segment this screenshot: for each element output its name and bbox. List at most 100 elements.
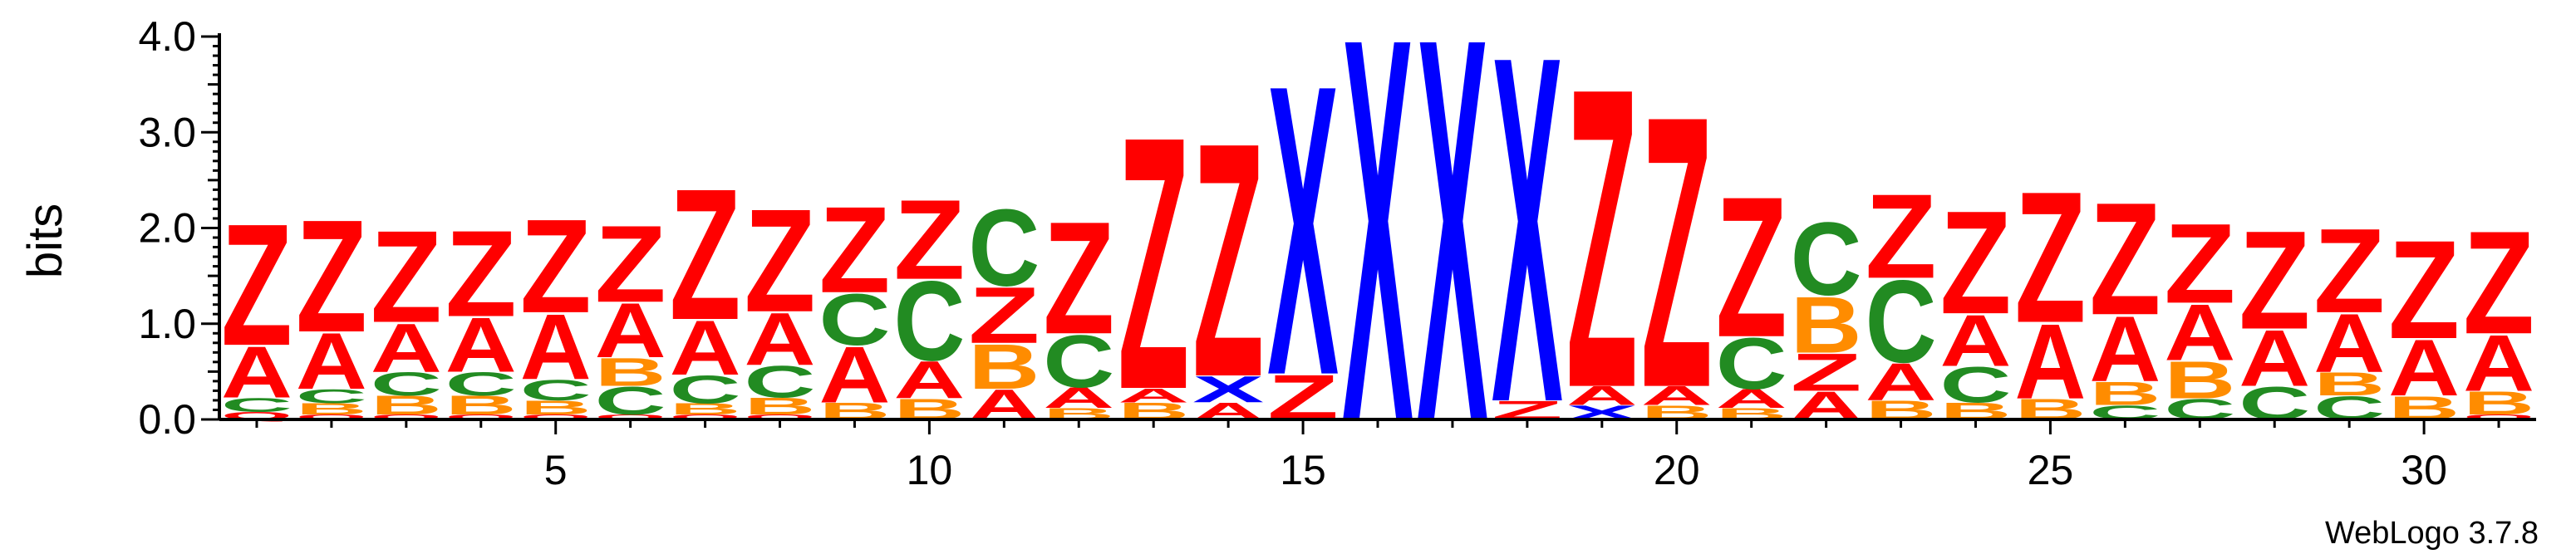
logo-letter: C [296,385,367,408]
logo-letter: B [1791,280,1862,370]
logo-letter: C [1043,320,1114,404]
logo-letter: A [2014,302,2086,421]
logo-letter: Q [670,414,741,421]
logo-letter: A [445,302,517,389]
logo-letter: A [1716,384,1787,414]
logo-letter: Q [595,414,666,421]
logo-letter: A [2089,297,2161,401]
logo-letter: B [2164,351,2235,410]
logo-letter: A [520,294,592,399]
logo-letter: Z [670,150,741,359]
logo-letter: C [968,186,1040,309]
logo-letter: C [1940,356,2012,414]
logo-letter: X [1342,0,1414,536]
logo-letter: Q [2463,414,2534,421]
logo-letter: A [2164,287,2235,377]
logo-letter: C [893,258,965,385]
logo-letter: Z [1043,188,1114,367]
logo-letter: C [670,367,741,412]
logo-letter: B [371,390,442,420]
logo-letter: X [1267,0,1340,462]
x-tick-label: 30 [2401,447,2447,493]
logo-letter: Z [893,176,965,303]
logo-letter: Z [2313,204,2385,338]
x-tick-label: 20 [1654,447,1700,493]
logo-letter: A [893,351,965,410]
logo-letters: QCAZQBCAZQBCAZQBCAZQBCAZQCBAZQBCAZQBCAZB… [221,0,2534,536]
x-axis: 5 10 15 20 25 30 [219,418,2536,493]
logo-letter: Z [745,178,816,342]
logo-letter: A [1118,385,1189,407]
x-tick-label: 25 [2028,447,2074,493]
logo-letter: A [221,331,293,414]
logo-letter: Z [1566,0,1638,478]
logo-letter: A [2239,313,2310,403]
logo-letter: X [1192,369,1264,410]
logo-letter: B [2089,375,2161,412]
logo-letter: C [595,379,666,424]
logo-letter: A [819,330,890,419]
logo-letter: C [1716,323,1787,405]
logo-letter: A [1866,352,1937,412]
logo-letter: B [595,351,666,395]
logo-letter: Z [1192,73,1264,447]
logo-letter: Z [520,192,592,341]
x-tick-label: 10 [907,447,953,493]
logo-letter: Z [296,186,367,365]
logo-letter: C [371,365,442,403]
logo-letter: A [2313,297,2385,390]
logo-letter: C [520,374,592,407]
y-tick-label: 4.0 [138,13,196,60]
logo-letter: Z [819,180,890,318]
logo-letter: B [670,400,741,419]
logo-letter: A [1043,381,1114,414]
logo-letter: Z [2463,200,2534,365]
y-tick-label: 2.0 [138,205,196,252]
x-tick-label: 5 [544,447,568,493]
logo-letter: A [1641,381,1713,411]
y-tick-label: 1.0 [138,301,196,347]
logo-letter: Q [520,414,592,421]
logo-letter: Z [2239,201,2310,358]
logo-letter: B [445,390,517,420]
y-axis-label: bits [18,203,72,278]
logo-letter: A [296,316,367,406]
logo-letter: Z [968,271,1040,360]
x-tick-label: 15 [1280,447,1326,493]
logo-letter: Q [296,414,367,421]
logo-letter: A [1566,381,1638,411]
logo-letter: Z [221,188,293,382]
logo-letter: Z [1940,180,2012,345]
logo-letter: C [745,356,816,407]
logo-letter: B [296,400,367,419]
logo-letter: Z [371,203,442,350]
logo-letter: B [2463,385,2534,422]
logo-letter: Z [1118,62,1189,464]
logo-letter: Z [2164,200,2235,327]
logo-letter: Q [745,414,816,421]
logo-letter: C [819,279,890,361]
y-axis: 0.0 1.0 2.0 3.0 4.0 [138,13,221,443]
y-tick-label: 0.0 [138,396,196,443]
logo-letter: Q [445,414,517,421]
logo-letter: Z [1866,170,1937,304]
logo-letter: B [745,393,816,419]
logo-letter: C [1791,200,1862,317]
logo-letter: A [1940,300,2012,382]
logo-letter: Z [1641,37,1713,469]
logo-letter: Z [1791,343,1862,403]
logo-letter: Z [445,204,517,342]
logo-letter: A [745,297,816,381]
logo-letter: A [371,309,442,387]
logo-letter: Z [2089,169,2161,348]
logo-letter: X [1492,0,1564,506]
logo-letter: A [2463,318,2534,408]
logo-letter: B [968,331,1040,403]
logo-letter: B [2313,365,2385,403]
logo-letter: A [595,287,666,374]
y-tick-label: 3.0 [138,109,196,155]
logo-letter: B [520,397,592,419]
logo-letter: A [2388,323,2460,413]
logo-letter: Z [2388,211,2460,368]
